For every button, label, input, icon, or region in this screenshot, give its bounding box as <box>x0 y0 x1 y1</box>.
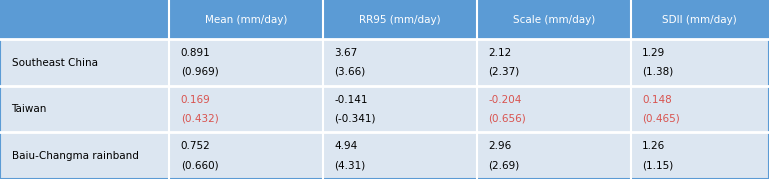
Text: 0.148: 0.148 <box>642 95 672 105</box>
FancyBboxPatch shape <box>0 0 769 39</box>
Text: 1.29: 1.29 <box>642 48 665 58</box>
Text: RR95 (mm/day): RR95 (mm/day) <box>359 15 441 25</box>
Text: Taiwan: Taiwan <box>12 104 47 114</box>
Text: Baiu-Changma rainband: Baiu-Changma rainband <box>12 151 138 161</box>
Text: 0.752: 0.752 <box>181 141 211 151</box>
Text: 3.67: 3.67 <box>335 48 358 58</box>
Text: (0.465): (0.465) <box>642 113 680 124</box>
Text: (4.31): (4.31) <box>335 160 366 170</box>
Text: Southeast China: Southeast China <box>12 58 98 68</box>
Text: (1.38): (1.38) <box>642 67 674 77</box>
Text: 0.169: 0.169 <box>181 95 211 105</box>
Text: (3.66): (3.66) <box>335 67 366 77</box>
Text: (2.37): (2.37) <box>488 67 520 77</box>
Text: 2.12: 2.12 <box>488 48 511 58</box>
Text: (0.432): (0.432) <box>181 113 218 124</box>
FancyBboxPatch shape <box>0 86 769 132</box>
Text: (-0.341): (-0.341) <box>335 113 376 124</box>
Text: SDII (mm/day): SDII (mm/day) <box>662 15 737 25</box>
Text: (0.656): (0.656) <box>488 113 526 124</box>
Text: -0.141: -0.141 <box>335 95 368 105</box>
Text: 4.94: 4.94 <box>335 141 358 151</box>
Text: (0.660): (0.660) <box>181 160 218 170</box>
Text: Mean (mm/day): Mean (mm/day) <box>205 15 288 25</box>
Text: 0.891: 0.891 <box>181 48 211 58</box>
Text: (0.969): (0.969) <box>181 67 218 77</box>
FancyBboxPatch shape <box>0 132 769 179</box>
FancyBboxPatch shape <box>0 39 769 86</box>
Text: 2.96: 2.96 <box>488 141 511 151</box>
Text: Scale (mm/day): Scale (mm/day) <box>513 15 594 25</box>
Text: -0.204: -0.204 <box>488 95 521 105</box>
Text: (1.15): (1.15) <box>642 160 674 170</box>
Text: 1.26: 1.26 <box>642 141 665 151</box>
Text: (2.69): (2.69) <box>488 160 520 170</box>
